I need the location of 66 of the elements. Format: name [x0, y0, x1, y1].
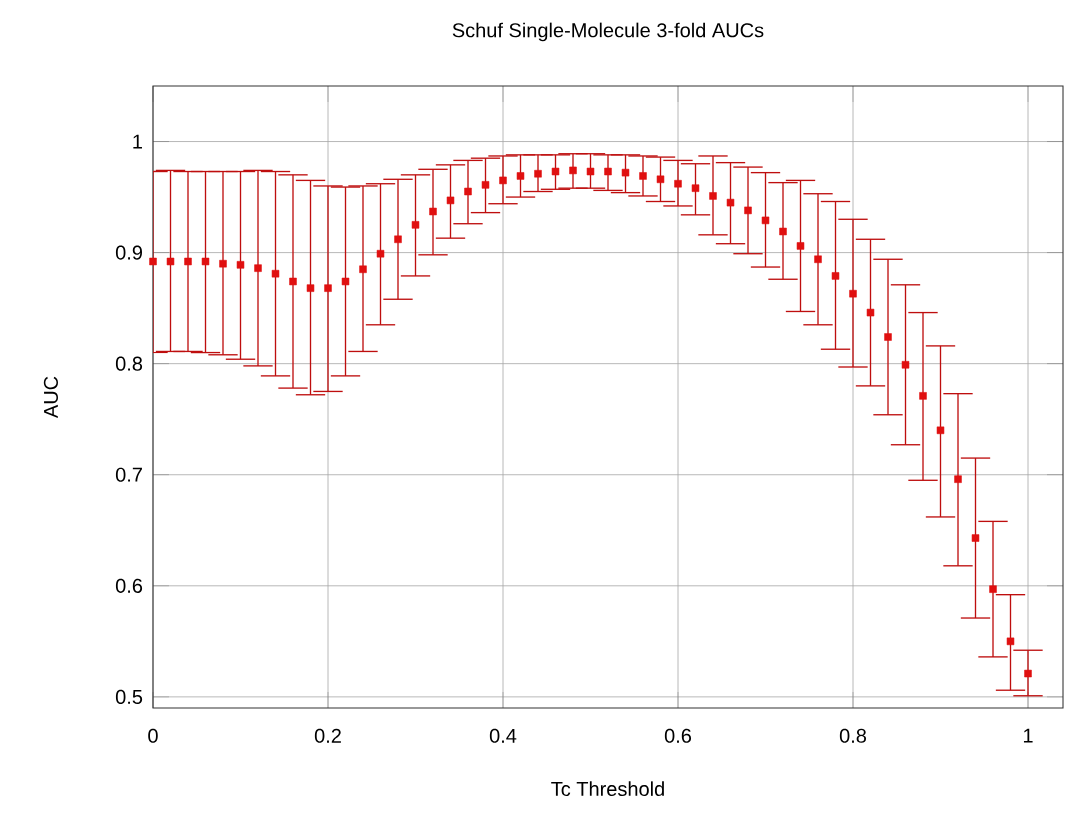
point [201, 257, 210, 266]
x-tick-label: 1 [1023, 728, 1033, 743]
x-tick-label: 0.4 [489, 728, 517, 743]
point [446, 196, 455, 205]
point [184, 257, 192, 266]
point [341, 277, 350, 286]
point [674, 180, 682, 188]
x-tick-label: 0.8 [839, 728, 867, 743]
y-tick-label: 0.5 [115, 689, 143, 704]
point [376, 249, 385, 258]
y-tick-label: 0.6 [115, 578, 143, 593]
point [761, 216, 770, 225]
point [1024, 669, 1032, 678]
point [271, 269, 280, 278]
point [149, 257, 157, 266]
point [621, 168, 630, 177]
point [709, 192, 717, 200]
point [586, 167, 595, 176]
chart-title: Schuf Single-Molecule 3-fold AUCs [452, 22, 764, 42]
point [254, 264, 262, 272]
point [989, 585, 997, 593]
y-tick-label: 0.9 [115, 245, 142, 260]
y-axis-title: AUC [43, 376, 58, 419]
x-axis-title: Tc Threshold [551, 781, 664, 797]
point [551, 167, 560, 176]
y-tick-label: 0.7 [115, 467, 142, 482]
point [656, 175, 665, 184]
point [359, 265, 367, 273]
y-tick-label: 0.8 [115, 356, 143, 371]
point [166, 257, 175, 266]
point [236, 261, 245, 269]
point [901, 361, 910, 369]
point [919, 392, 927, 400]
x-tick-label: 0 [148, 728, 158, 743]
point [726, 198, 735, 207]
point [289, 277, 297, 286]
point [831, 272, 840, 280]
point [639, 172, 647, 180]
x-tick-label: 0.2 [314, 728, 341, 743]
point [481, 181, 490, 189]
point [534, 170, 542, 178]
point [569, 166, 577, 175]
point [779, 227, 787, 236]
point [796, 242, 805, 250]
point [324, 284, 332, 292]
point [604, 167, 612, 176]
point [516, 172, 525, 180]
point [219, 259, 227, 268]
point [306, 284, 315, 292]
point [884, 333, 892, 341]
point [936, 426, 945, 435]
point [971, 534, 980, 542]
point [411, 221, 420, 229]
x-tick-label: 0.6 [664, 728, 692, 743]
point [1006, 637, 1015, 646]
point [499, 176, 507, 185]
point [744, 206, 752, 215]
point [849, 289, 857, 298]
point [954, 475, 962, 483]
point [691, 184, 700, 192]
point [429, 207, 437, 216]
point [814, 255, 822, 263]
point [866, 308, 875, 317]
point [464, 187, 472, 196]
point [394, 235, 402, 244]
y-tick-label: 1 [133, 134, 142, 149]
